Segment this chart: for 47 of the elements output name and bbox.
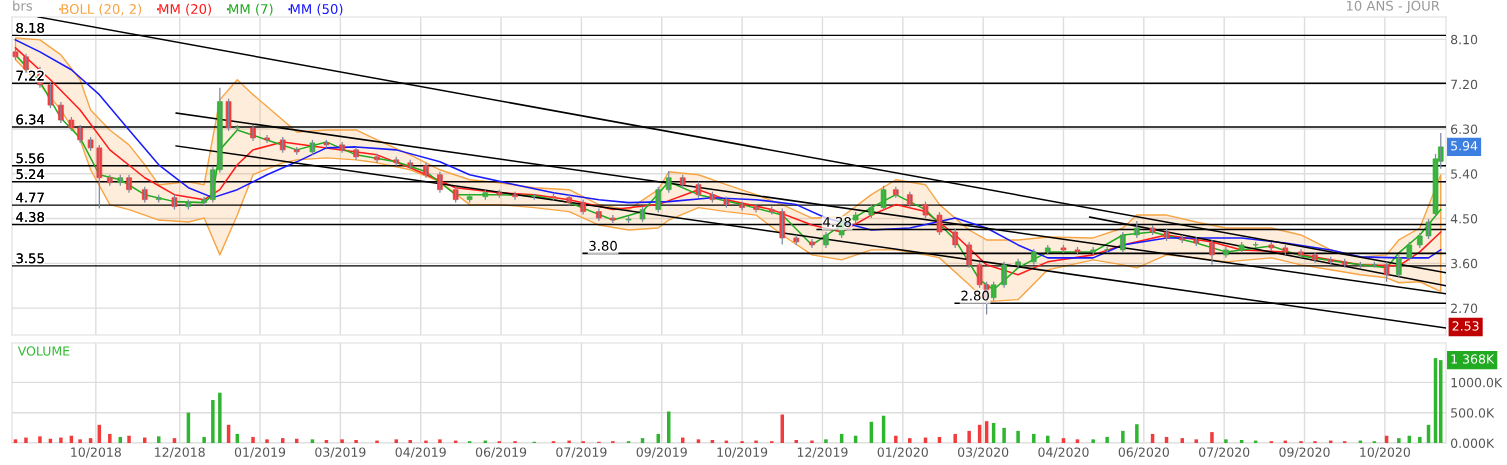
x-tick-label: 01/2019 (234, 447, 286, 458)
y-tick-label: 1000.0K (1451, 377, 1503, 388)
x-tick-label: 04/2020 (1038, 447, 1089, 458)
x-tick-label: 07/2020 (1199, 447, 1250, 458)
x-tick-label: 03/2020 (958, 447, 1009, 458)
x-tick-label: 04/2019 (395, 447, 446, 458)
x-tick-label: 10/2020 (1360, 447, 1410, 458)
x-tick-label: 06/2020 (1118, 447, 1169, 458)
text: 10 ANS - JOUR (1346, 0, 1440, 14)
y-tick-label: 6.30 (1451, 124, 1478, 134)
series-label: 3.80 (589, 240, 617, 251)
legend-label: MM (7) (229, 3, 273, 16)
x-tick-label: 01/2020 (877, 447, 928, 458)
y-tick-label: 500.0K (1451, 408, 1495, 418)
y-tick-label: 7.20 (1451, 79, 1478, 90)
x-tick-label: 07/2019 (556, 447, 607, 458)
ref-line-label: 8.18 (16, 22, 44, 33)
ref-line-label: 3.55 (16, 253, 44, 264)
legend-label: MM (50) (290, 3, 343, 16)
y-tick-label: 0.000K (1450, 438, 1495, 448)
ref-line-label: 4.77 (16, 192, 44, 203)
x-tick-label: 09/2020 (1279, 447, 1330, 458)
y-tick-label: 8.10 (1451, 34, 1478, 45)
y-tick-label: 2.70 (1451, 303, 1478, 314)
annotation: 5.94 (1451, 141, 1478, 151)
x-tick-label: 09/2019 (636, 447, 687, 458)
series-label: 4.28 (823, 216, 851, 227)
annotation: 1 368K (1451, 354, 1495, 364)
y-tick-label: 5.40 (1451, 169, 1478, 179)
y-tick-label: 3.60 (1451, 258, 1478, 269)
chart-title: brs (13, 0, 33, 11)
ref-line-label: 6.34 (16, 114, 45, 125)
x-tick-label: 03/2019 (315, 447, 366, 458)
legend-label: BOLL (20, 2) (61, 3, 142, 16)
legend-label: MM (20) (159, 3, 212, 16)
x-tick-label: 12/2018 (155, 447, 205, 458)
y-tick-label: 4.50 (1450, 214, 1478, 224)
x-tick-label: 06/2019 (475, 447, 527, 458)
text: 2.53 (1452, 321, 1479, 331)
ref-line-label: 4.38 (16, 211, 44, 222)
series-label: 2.80 (961, 290, 989, 301)
ref-line-label: 5.24 (16, 169, 45, 180)
x-tick-label: 12/2019 (797, 447, 848, 458)
ref-line-label: 5.56 (16, 153, 45, 164)
chart-title: VOLUME (17, 346, 70, 356)
x-tick-label: 10/2018 (71, 447, 121, 458)
x-tick-label: 10/2019 (717, 447, 768, 458)
